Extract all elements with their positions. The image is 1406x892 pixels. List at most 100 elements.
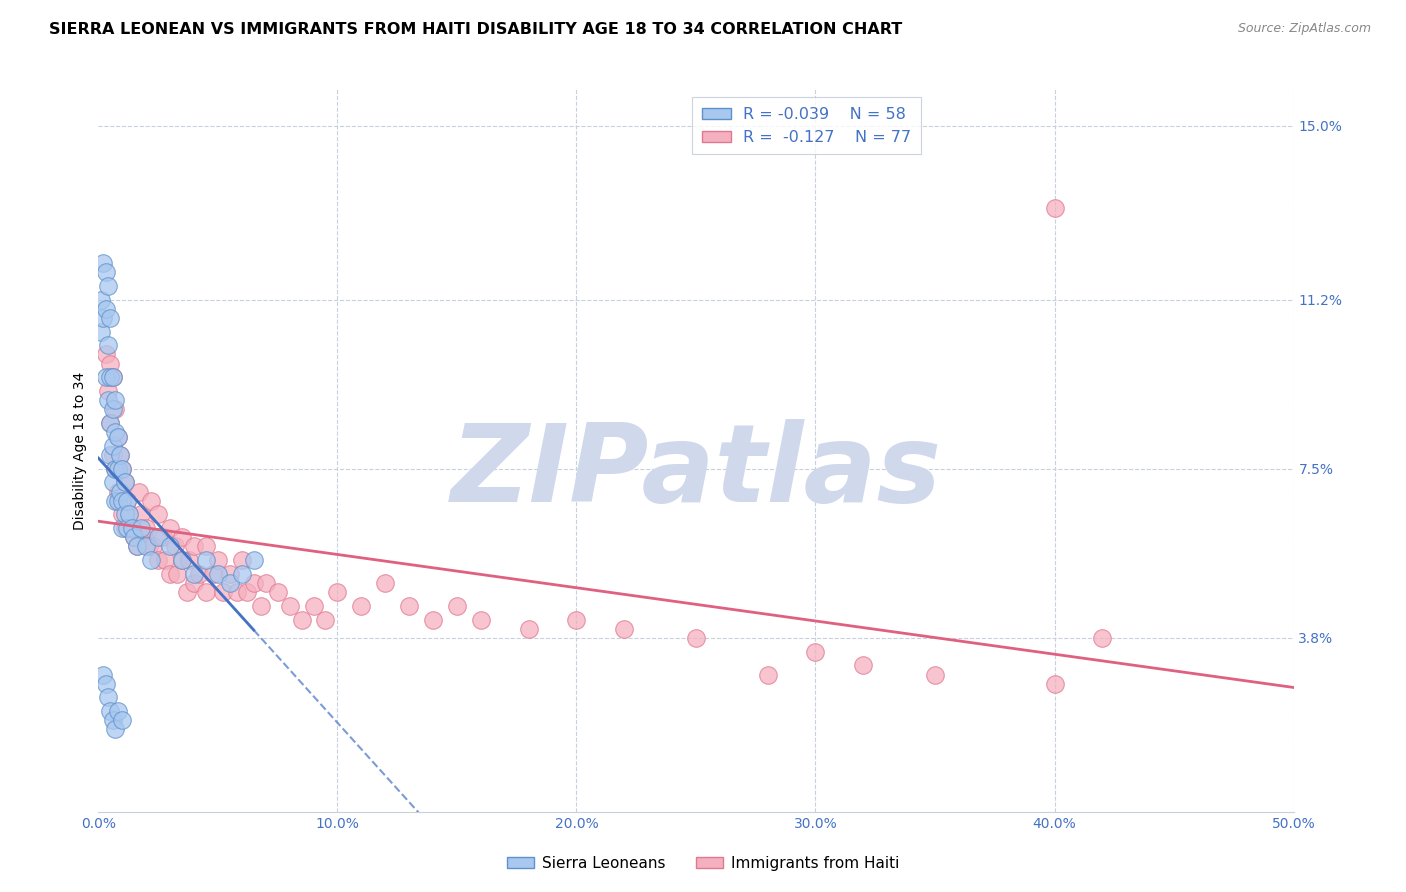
Point [114, 521, 136, 535]
Point [250, 599, 273, 613]
Point [107, 704, 129, 718]
Point [131, 521, 153, 535]
Point [104, 723, 127, 737]
Point [924, 667, 946, 681]
Point [98, 310, 122, 325]
Point [159, 540, 181, 554]
Point [124, 530, 146, 544]
Point [91, 667, 114, 681]
Point [565, 613, 588, 627]
Point [98, 370, 122, 384]
Point [135, 540, 157, 554]
Point [107, 430, 129, 444]
Point [315, 613, 337, 627]
Legend: R = -0.039    N = 58, R =  -0.127    N = 77: R = -0.039 N = 58, R = -0.127 N = 77 [692, 97, 921, 154]
Point [470, 613, 492, 627]
Y-axis label: Disability Age 18 to 34: Disability Age 18 to 34 [73, 371, 87, 530]
Point [267, 585, 290, 599]
Point [1043, 676, 1066, 690]
Point [422, 613, 444, 627]
Point [107, 430, 129, 444]
Point [114, 475, 136, 490]
Point [111, 713, 134, 727]
Point [118, 508, 141, 522]
Point [183, 566, 205, 581]
Point [226, 585, 249, 599]
Point [195, 585, 218, 599]
Point [176, 585, 198, 599]
Point [91, 310, 114, 325]
Point [202, 566, 225, 581]
Point [125, 540, 148, 554]
Point [98, 416, 122, 430]
Point [138, 540, 160, 554]
Point [97, 690, 120, 705]
Point [101, 439, 124, 453]
Legend: Sierra Leoneans, Immigrants from Haiti: Sierra Leoneans, Immigrants from Haiti [501, 850, 905, 877]
Point [398, 599, 420, 613]
Point [124, 530, 146, 544]
Point [121, 521, 143, 535]
Point [139, 553, 162, 567]
Point [98, 357, 122, 371]
Point [97, 338, 120, 352]
Point [107, 484, 129, 499]
Point [446, 599, 468, 613]
Point [115, 493, 138, 508]
Point [148, 553, 170, 567]
Point [107, 462, 129, 476]
Point [108, 484, 131, 499]
Point [139, 493, 162, 508]
Point [94, 265, 117, 279]
Point [231, 566, 253, 581]
Point [98, 704, 122, 718]
Point [183, 576, 205, 591]
Point [101, 713, 124, 727]
Point [118, 508, 141, 522]
Point [159, 566, 181, 581]
Point [172, 530, 194, 544]
Point [111, 462, 134, 476]
Point [101, 475, 124, 490]
Point [1043, 201, 1066, 215]
Point [235, 585, 257, 599]
Text: ZIPatlas: ZIPatlas [450, 419, 942, 525]
Point [135, 521, 157, 535]
Point [132, 530, 155, 544]
Point [94, 676, 117, 690]
Point [148, 508, 170, 522]
Point [852, 658, 875, 673]
Point [121, 521, 143, 535]
Point [114, 475, 136, 490]
Point [104, 425, 127, 439]
Point [142, 540, 165, 554]
Point [104, 462, 127, 476]
Point [107, 493, 129, 508]
Point [101, 370, 124, 384]
Point [101, 402, 124, 417]
Point [111, 462, 134, 476]
Point [517, 622, 540, 636]
Point [195, 553, 218, 567]
Point [115, 493, 138, 508]
Text: SIERRA LEONEAN VS IMMIGRANTS FROM HAITI DISABILITY AGE 18 TO 34 CORRELATION CHAR: SIERRA LEONEAN VS IMMIGRANTS FROM HAITI … [49, 22, 903, 37]
Point [111, 508, 134, 522]
Point [219, 576, 242, 591]
Point [114, 508, 136, 522]
Point [97, 278, 120, 293]
Point [172, 553, 194, 567]
Point [111, 493, 134, 508]
Point [101, 370, 124, 384]
Point [804, 645, 827, 659]
Point [350, 599, 373, 613]
Point [111, 521, 134, 535]
Point [159, 521, 181, 535]
Point [172, 553, 194, 567]
Point [98, 416, 122, 430]
Point [195, 540, 218, 554]
Point [108, 448, 131, 462]
Point [131, 508, 153, 522]
Point [254, 576, 277, 591]
Point [613, 622, 636, 636]
Point [94, 301, 117, 316]
